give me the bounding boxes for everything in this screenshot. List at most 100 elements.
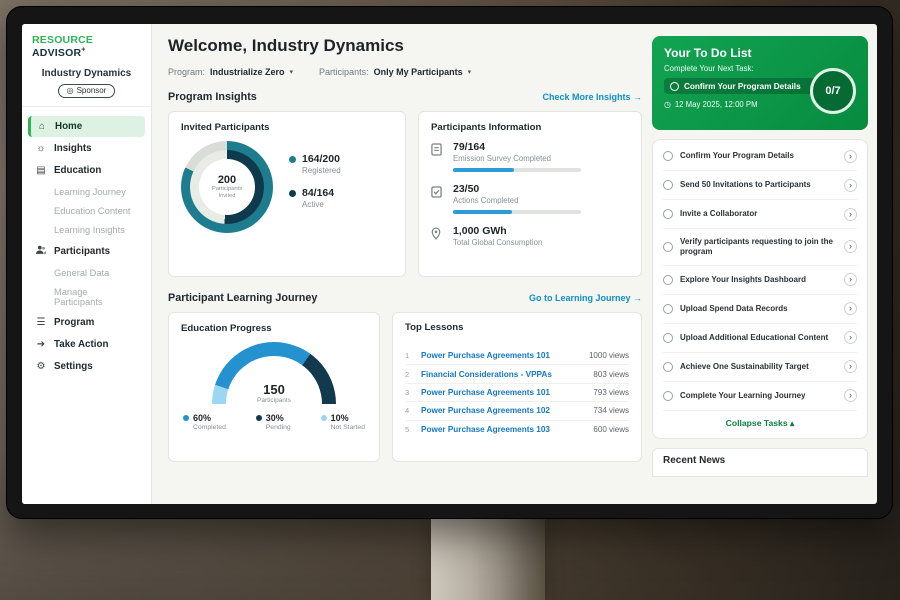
- lesson-link[interactable]: Power Purchase Agreements 101: [421, 387, 550, 397]
- info-value: 79/164: [453, 141, 486, 153]
- lesson-rank: 5: [405, 424, 410, 434]
- invited-participants-card: Invited Participants 200 Participants In…: [168, 111, 406, 277]
- monitor-stand: [431, 516, 545, 600]
- todo-task-row[interactable]: Complete Your Learning Journey ›: [663, 382, 857, 411]
- check-more-insights-link[interactable]: Check More Insights →: [542, 92, 642, 102]
- sidebar-item-label: Take Action: [54, 339, 109, 350]
- legend-dot: [183, 415, 189, 421]
- info-value: 23/50: [453, 183, 480, 195]
- main-content: Welcome, Industry Dynamics Program: Indu…: [168, 36, 642, 477]
- list-icon: ☰: [36, 317, 46, 328]
- lesson-row[interactable]: 5 Power Purchase Agreements 103 600 view…: [405, 421, 629, 438]
- top-lessons-card: Top Lessons 1 Power Purchase Agreements …: [392, 312, 642, 462]
- task-label: Send 50 Invitations to Participants: [680, 179, 811, 189]
- todo-task-row[interactable]: Upload Spend Data Records ›: [663, 295, 857, 324]
- lesson-rank: 3: [405, 387, 410, 397]
- card-title: Invited Participants: [181, 122, 270, 133]
- legend-item: 30% Pending: [255, 413, 291, 431]
- donut-chart-area: 200 Participants Invited 164/200 Registe: [181, 141, 393, 233]
- legend-item: 84/164 Active: [289, 187, 341, 209]
- info-value: 1,000 GWh: [453, 225, 507, 237]
- info-label: Actions Completed: [453, 196, 519, 205]
- task-checkbox[interactable]: [663, 390, 673, 401]
- todo-task-row[interactable]: Explore Your Insights Dashboard ›: [663, 266, 857, 295]
- lesson-link[interactable]: Financial Considerations - VPPAs: [421, 369, 552, 379]
- sidebar-item-take-action[interactable]: ➔ Take Action: [28, 334, 145, 355]
- lesson-row[interactable]: 3 Power Purchase Agreements 101 793 view…: [405, 384, 629, 403]
- chevron-right-icon[interactable]: ›: [844, 273, 857, 287]
- sidebar-item-program[interactable]: ☰ Program: [28, 312, 145, 333]
- lesson-link[interactable]: Power Purchase Agreements 101: [421, 351, 550, 361]
- gauge-center: 150 Participants: [212, 382, 336, 404]
- participants-label: Participants:: [319, 67, 369, 77]
- task-checkbox[interactable]: [663, 332, 673, 343]
- sidebar-item-general-data[interactable]: General Data: [54, 267, 110, 278]
- collapse-tasks-link[interactable]: Collapse Tasks ▴: [725, 417, 795, 428]
- info-label: Total Global Consumption: [453, 238, 543, 247]
- learning-cards-row: Education Progress 150 Participants 60: [168, 312, 642, 462]
- sidebar-item-manage-participants[interactable]: Manage Participants: [54, 286, 103, 307]
- logo-text-dark: ADVISOR+: [32, 46, 86, 59]
- todo-task-row[interactable]: Confirm Your Program Details ›: [663, 142, 857, 171]
- filter-bar: Program: Industrialize Zero ▾ Participan…: [168, 67, 642, 77]
- insights-icon: ☼: [36, 143, 46, 154]
- todo-task-row[interactable]: Achieve One Sustainability Target ›: [663, 353, 857, 382]
- todo-task-row[interactable]: Verify participants requesting to join t…: [663, 229, 857, 266]
- legend-value: 84/164: [302, 187, 335, 199]
- todo-task-row[interactable]: Upload Additional Educational Content ›: [663, 324, 857, 353]
- sidebar-item-settings[interactable]: ⚙ Settings: [28, 356, 145, 377]
- actions-check-icon: [431, 183, 444, 214]
- sidebar-item-label: Insights: [54, 143, 92, 154]
- lesson-row[interactable]: 1 Power Purchase Agreements 101 1000 vie…: [405, 347, 629, 366]
- participants-dropdown[interactable]: Participants: Only My Participants ▾: [319, 67, 471, 77]
- todo-task-row[interactable]: Invite a Collaborator ›: [663, 200, 857, 229]
- lesson-rank: 4: [405, 406, 410, 416]
- sidebar-item-insights[interactable]: ☼ Insights: [28, 138, 145, 159]
- task-checkbox[interactable]: [663, 303, 673, 314]
- task-checkbox[interactable]: [663, 151, 673, 161]
- invited-donut-ring-outer: 200 Participants Invited: [181, 141, 273, 233]
- card-title: Top Lessons: [405, 322, 464, 333]
- chevron-right-icon[interactable]: ›: [844, 331, 857, 345]
- lesson-row[interactable]: 2 Financial Considerations - VPPAs 803 v…: [405, 365, 629, 384]
- task-checkbox[interactable]: [663, 209, 673, 219]
- sidebar-item-participants[interactable]: Participants: [28, 240, 145, 262]
- sidebar-item-education-content[interactable]: Education Content: [54, 205, 131, 216]
- sidebar-item-learning-journey[interactable]: Learning Journey: [54, 186, 126, 197]
- lesson-link[interactable]: Power Purchase Agreements 102: [421, 406, 550, 416]
- task-checkbox[interactable]: [670, 81, 679, 91]
- lesson-row[interactable]: 4 Power Purchase Agreements 102 734 view…: [405, 402, 629, 421]
- task-checkbox[interactable]: [663, 180, 673, 190]
- chevron-right-icon[interactable]: ›: [844, 240, 857, 254]
- task-checkbox[interactable]: [663, 241, 673, 252]
- sidebar-item-home[interactable]: ⌂ Home: [28, 116, 145, 137]
- sidebar-nav: ⌂ Home ☼ Insights ▤ Education Learning J…: [22, 107, 151, 386]
- chevron-right-icon[interactable]: ›: [844, 302, 857, 316]
- todo-task-row[interactable]: Send 50 Invitations to Participants ›: [663, 171, 857, 200]
- lesson-link[interactable]: Power Purchase Agreements 103: [421, 424, 550, 434]
- program-insights-header: Program Insights Check More Insights →: [168, 91, 642, 103]
- chevron-right-icon[interactable]: ›: [844, 178, 857, 192]
- sidebar-item-education[interactable]: ▤ Education: [28, 160, 145, 181]
- legend-dot: [289, 190, 296, 197]
- program-dropdown[interactable]: Program: Industrialize Zero ▾: [168, 67, 293, 77]
- sidebar-item-learning-insights[interactable]: Learning Insights: [54, 224, 125, 235]
- card-title: Participants Information: [431, 122, 542, 133]
- arrow-right-icon: →: [633, 92, 642, 102]
- next-task-row[interactable]: Confirm Your Program Details: [664, 78, 816, 94]
- task-checkbox[interactable]: [663, 361, 673, 372]
- legend-value: 10%: [330, 413, 349, 423]
- chevron-right-icon[interactable]: ›: [844, 360, 857, 374]
- chevron-right-icon[interactable]: ›: [844, 207, 857, 221]
- legend-label: Pending: [265, 424, 291, 431]
- donut-center: 200 Participants Invited: [199, 159, 255, 215]
- task-checkbox[interactable]: [663, 274, 673, 285]
- legend-dot: [320, 415, 327, 421]
- chevron-right-icon[interactable]: ›: [844, 389, 857, 403]
- home-icon: ⌂: [38, 121, 46, 132]
- lesson-rank: 1: [405, 351, 410, 361]
- target-icon: ◎: [66, 86, 74, 95]
- chevron-right-icon[interactable]: ›: [844, 149, 857, 163]
- go-to-learning-journey-link[interactable]: Go to Learning Journey →: [528, 293, 642, 303]
